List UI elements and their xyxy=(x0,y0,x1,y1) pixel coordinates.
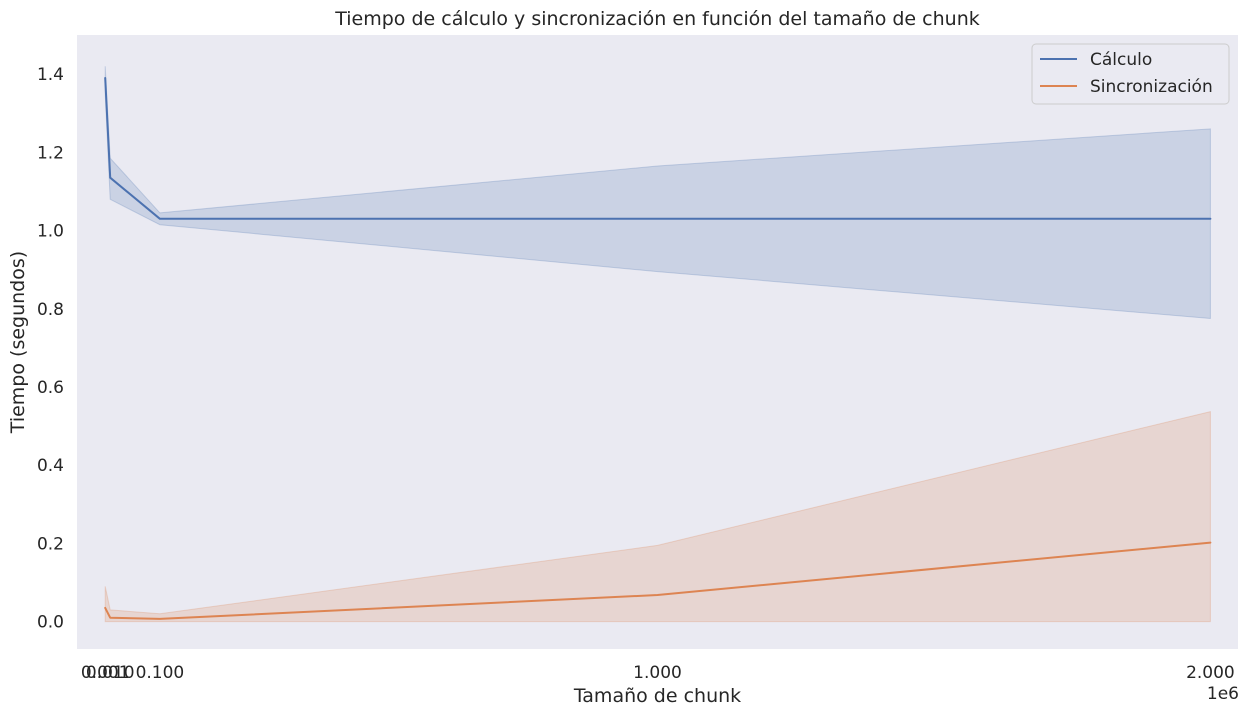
x-tick-label: 1.000 xyxy=(633,663,682,683)
x-tick-label: 2.000 xyxy=(1186,663,1235,683)
y-tick-label: 1.0 xyxy=(37,222,64,242)
series-1-line xyxy=(104,541,1212,620)
x-tick-label: 0.010 xyxy=(86,663,135,683)
y-tick-label: 0.8 xyxy=(37,300,64,320)
legend-label-0: Cálculo xyxy=(1090,50,1152,70)
chart-title: Tiempo de cálculo y sincronización en fu… xyxy=(334,8,980,30)
plot-background xyxy=(77,35,1238,649)
x-axis-label: Tamaño de chunk xyxy=(573,685,741,707)
y-axis-label: Tiempo (segundos) xyxy=(7,251,29,434)
x-tick-label: 0.001 xyxy=(81,663,130,683)
y-tick-label: 0.0 xyxy=(37,613,64,633)
x-tick-label: 0.100 xyxy=(136,663,185,683)
legend: Cálculo Sincronización xyxy=(1031,43,1230,105)
y-tick-label: 1.4 xyxy=(37,65,64,85)
x-axis-offset-label: 1e6 xyxy=(1207,684,1239,704)
legend-box xyxy=(1031,43,1230,105)
y-tick-label: 0.2 xyxy=(37,534,64,554)
series-0-line xyxy=(104,77,1212,220)
series-lines xyxy=(104,77,1212,620)
y-tick-labels: 0.0 0.2 0.4 0.6 0.8 1.0 1.2 1.4 xyxy=(37,65,64,633)
legend-label-1: Sincronización xyxy=(1090,77,1213,97)
y-tick-label: 0.4 xyxy=(37,456,64,476)
y-tick-label: 0.6 xyxy=(37,378,64,398)
y-tick-label: 1.2 xyxy=(37,143,64,163)
